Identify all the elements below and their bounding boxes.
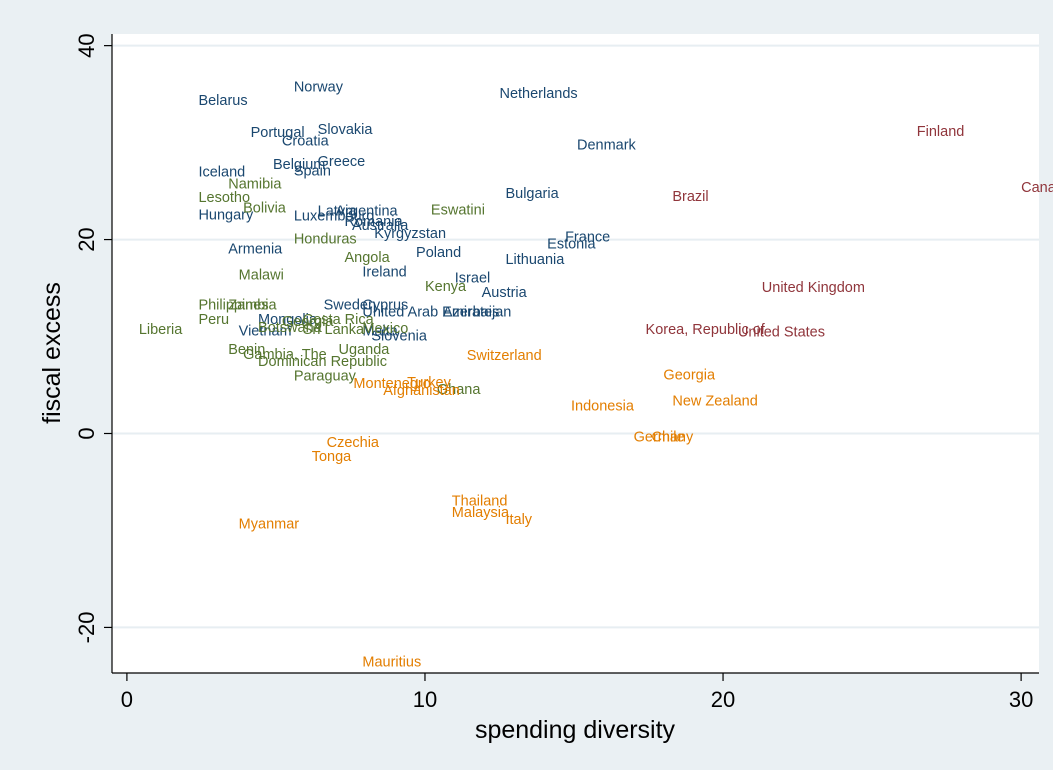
point-label: Romania (344, 214, 403, 230)
point-label: Liberia (139, 322, 183, 338)
point-label: Norway (294, 79, 344, 95)
point-label: Mongolia (258, 312, 318, 328)
point-label: Brazil (672, 189, 708, 205)
point-label: Ireland (362, 265, 406, 281)
point-label: Slovakia (318, 122, 374, 138)
point-label: Zambia (228, 298, 277, 314)
point-label: Finland (917, 124, 965, 140)
y-tick-label: 0 (74, 427, 99, 439)
point-label: Georgia (282, 314, 335, 330)
point-label: Uganda (339, 342, 391, 358)
point-label: Iceland (198, 165, 245, 181)
point-label: Angola (344, 250, 390, 266)
point-label: Costa Rica (303, 312, 375, 328)
point-label: Philippines (198, 298, 268, 314)
point-label: Malaysia (452, 505, 510, 521)
point-label: Czechia (327, 435, 380, 451)
point-label: Malawi (239, 267, 284, 283)
point-label: Lithuania (505, 252, 565, 268)
point-label: Kenya (425, 279, 467, 295)
point-label: Netherlands (499, 86, 577, 102)
point-label: Belarus (198, 93, 247, 109)
point-label: Azerbaijan (443, 304, 512, 320)
point-label: Hungary (198, 207, 254, 223)
point-label: Armenia (228, 241, 283, 257)
point-label: Indonesia (571, 398, 635, 414)
point-label: Israel (455, 270, 490, 286)
point-label: Afghanistan (383, 383, 460, 399)
point-label: Austria (482, 285, 528, 301)
data-labels: Norway Netherlands Belarus Slovakia Portugal… (139, 79, 1053, 670)
point-label: Bolivia (243, 201, 287, 217)
point-label: Germany (634, 429, 694, 445)
point-label: Montenegro (353, 376, 430, 392)
point-label: United States (738, 325, 825, 341)
point-label: Kyrgyzstan (374, 226, 446, 242)
point-label: Greece (318, 154, 366, 170)
point-label: Portugal (251, 125, 305, 141)
y-axis-title: fiscal excess (38, 282, 66, 424)
point-label: Denmark (577, 138, 637, 154)
point-label: Myanmar (239, 517, 300, 533)
point-label: Tonga (312, 449, 352, 465)
plot-area (112, 34, 1039, 673)
point-label: Sweden (324, 298, 376, 314)
point-label: Georgia (663, 367, 716, 383)
point-label: Benin (228, 342, 265, 358)
point-label: Malta (362, 324, 398, 340)
axes (111, 34, 1039, 674)
point-label: Chile (652, 429, 685, 445)
point-label: Eswatini (431, 203, 485, 219)
point-label: Estonia (547, 236, 596, 252)
point-label: Vietnam (239, 324, 292, 340)
point-label: Korea, Republic of (646, 322, 766, 338)
point-label: Turkey (407, 375, 452, 391)
point-label: Gambia, The (243, 347, 327, 363)
point-label: Ghana (437, 382, 481, 398)
y-tick-label: -20 (74, 612, 99, 644)
point-label: Mexico (362, 321, 408, 337)
point-label: Belgium (273, 157, 325, 173)
point-label: Lesotho (198, 190, 250, 206)
point-label: France (565, 230, 610, 246)
point-label: Thailand (452, 493, 508, 509)
point-label: Italy (505, 512, 532, 528)
point-label: Croatia (282, 134, 330, 150)
point-label: Latvia (318, 203, 358, 219)
point-label: Australia (352, 218, 409, 234)
point-label: Bulgaria (505, 186, 559, 202)
x-axis-title: spending diversity (475, 716, 676, 744)
point-label: Namibia (228, 176, 282, 192)
y-tick-label: 20 (74, 227, 99, 251)
x-tick-label: 30 (1009, 687, 1033, 712)
point-label: Spain (294, 164, 331, 180)
point-label: Paraguay (294, 368, 357, 384)
point-label: Luxembourg (294, 208, 375, 224)
point-label: Slovenia (371, 329, 428, 345)
point-label: United Kingdom (762, 280, 865, 296)
x-tick-label: 20 (711, 687, 735, 712)
point-label: Botswana (258, 320, 323, 336)
point-label: United Arab Emirates (362, 304, 499, 320)
gridlines (112, 44, 1039, 629)
point-label: Honduras (294, 232, 357, 248)
point-label: Peru (198, 312, 229, 328)
point-label: Argentina (336, 203, 399, 219)
point-label: Switzerland (467, 348, 542, 364)
x-tick-label: 0 (121, 687, 133, 712)
point-label: Canada (1021, 180, 1053, 196)
ticks: -20 0 20 40 0 10 20 30 (74, 33, 1033, 712)
point-label: Sri Lanka (303, 322, 365, 338)
point-label: New Zealand (672, 394, 757, 410)
y-tick-label: 40 (74, 33, 99, 57)
point-label: Cyprus (362, 298, 408, 314)
x-tick-label: 10 (413, 687, 437, 712)
point-label: Dominican Republic (258, 354, 387, 370)
point-label: Poland (416, 245, 461, 261)
point-label: Mauritius (362, 654, 421, 670)
